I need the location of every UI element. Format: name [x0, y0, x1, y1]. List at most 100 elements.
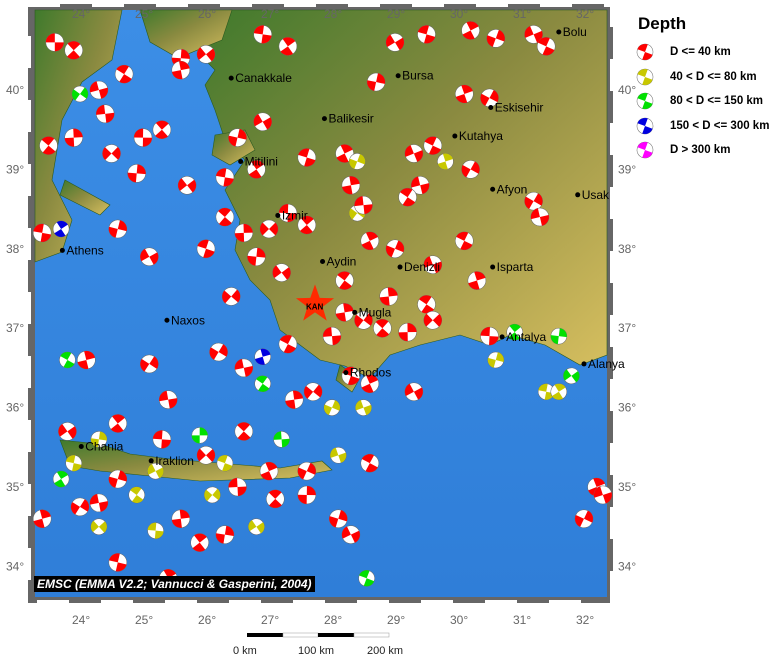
focal-mechanism — [278, 37, 298, 56]
lat-tick-label: 38° — [6, 242, 24, 256]
focal-mechanism — [398, 322, 417, 342]
city-label: Denizli — [404, 260, 440, 274]
city-dot — [556, 29, 562, 35]
focal-mechanism — [335, 144, 354, 163]
focal-mechanism — [158, 390, 178, 409]
focal-mechanism — [335, 271, 354, 290]
focal-mechanism — [486, 29, 506, 48]
focal-mechanism — [234, 422, 254, 441]
city-label: Balikesir — [328, 112, 373, 126]
focal-mechanism — [108, 553, 128, 572]
city-dot — [490, 186, 496, 192]
legend-beachball — [636, 142, 654, 159]
focal-mechanism — [71, 85, 89, 103]
focal-mechanism — [253, 25, 272, 44]
beachball-icon — [636, 93, 654, 110]
lon-tick-label: 25° — [135, 613, 153, 627]
focal-mechanism — [355, 399, 372, 416]
focal-mechanism — [108, 414, 128, 433]
focal-mechanism — [89, 80, 109, 100]
focal-mechanism — [423, 255, 443, 274]
focal-mechanism — [114, 64, 134, 84]
lat-tick-label: 38° — [618, 242, 636, 256]
focal-mechanism — [234, 358, 254, 378]
lon-tick-label: 27° — [261, 7, 279, 21]
city-label: Afyon — [497, 182, 528, 196]
focal-mechanism — [221, 287, 241, 306]
focal-mechanism — [64, 128, 83, 147]
lon-tick-label: 25° — [135, 7, 153, 21]
focal-mechanism — [524, 25, 543, 44]
focal-mechanism — [108, 219, 128, 239]
lat-tick-label: 37° — [6, 321, 24, 335]
focal-mechanisms — [32, 21, 613, 588]
city-dot — [228, 75, 234, 81]
focal-mechanism — [171, 509, 191, 529]
greece-mainland — [34, 9, 123, 263]
city-dot — [575, 192, 581, 198]
focal-mechanism — [215, 207, 235, 227]
focal-mechanism — [348, 153, 366, 170]
focal-mechanism — [59, 351, 76, 369]
scale-label-200: 200 km — [367, 645, 404, 657]
focal-mechanism — [32, 509, 52, 529]
evia — [59, 179, 111, 216]
focal-mechanism — [297, 461, 317, 481]
focal-mechanism — [90, 518, 108, 535]
city-label: Mugla — [359, 305, 392, 319]
focal-mechanism — [354, 195, 373, 215]
lat-tick-label: 39° — [618, 162, 636, 176]
city-dot — [395, 73, 401, 79]
focal-mechanism — [254, 375, 271, 393]
lat-tick-label: 36° — [6, 401, 24, 415]
focal-mechanism — [190, 533, 209, 552]
focal-mechanism — [128, 486, 145, 504]
lon-tick-label: 27° — [261, 613, 279, 627]
focal-mechanism — [335, 303, 354, 322]
focal-mechanism — [506, 323, 523, 341]
focal-mechanism — [537, 383, 555, 400]
focal-mechanism — [77, 350, 96, 370]
focal-mechanism — [45, 33, 65, 52]
focal-mechanism — [147, 462, 164, 480]
focal-mechanism — [209, 342, 228, 362]
legend-label: 80 < D <= 150 km — [670, 95, 764, 108]
city-label: Chania — [85, 440, 123, 454]
city-dot — [581, 361, 587, 367]
focal-mechanism — [32, 223, 52, 243]
lon-tick-label: 24° — [72, 7, 90, 21]
focal-mechanism — [461, 160, 480, 179]
lat-tick-label: 39° — [6, 162, 24, 176]
lat-tick-label: 34° — [6, 559, 24, 573]
lon-tick-label: 26° — [198, 613, 216, 627]
focal-mechanism — [152, 120, 172, 139]
city-dot — [148, 458, 154, 464]
city-label: Iraklion — [155, 454, 194, 468]
focal-mechanism — [423, 136, 443, 155]
city-dot — [343, 370, 349, 376]
city-dot — [275, 212, 281, 218]
lon-tick-label: 28° — [324, 613, 342, 627]
lon-tick-label: 28° — [324, 7, 342, 21]
focal-mechanism — [247, 160, 266, 179]
focal-mechanism — [360, 453, 380, 473]
city-dot — [320, 259, 326, 265]
lat-tick-label: 34° — [618, 559, 636, 573]
focal-mechanism — [385, 239, 405, 259]
lat-tick-label: 40° — [6, 83, 24, 97]
city-dot — [321, 116, 327, 122]
focal-mechanism — [70, 497, 90, 517]
focal-mechanism — [360, 231, 380, 251]
scale-label-0: 0 km — [233, 645, 257, 657]
city-label: Naxos — [171, 313, 205, 327]
focal-mechanism — [480, 88, 499, 108]
focal-mechanism — [563, 367, 580, 385]
focal-mechanism — [360, 374, 380, 394]
beachball-icon — [636, 142, 654, 159]
city-label: Isparta — [497, 260, 534, 274]
focal-mechanism — [253, 112, 272, 132]
legend-item: D > 300 km — [636, 138, 769, 163]
focal-mechanism — [64, 41, 83, 60]
city-label: Usak — [582, 188, 610, 202]
scale-bar — [247, 632, 390, 638]
